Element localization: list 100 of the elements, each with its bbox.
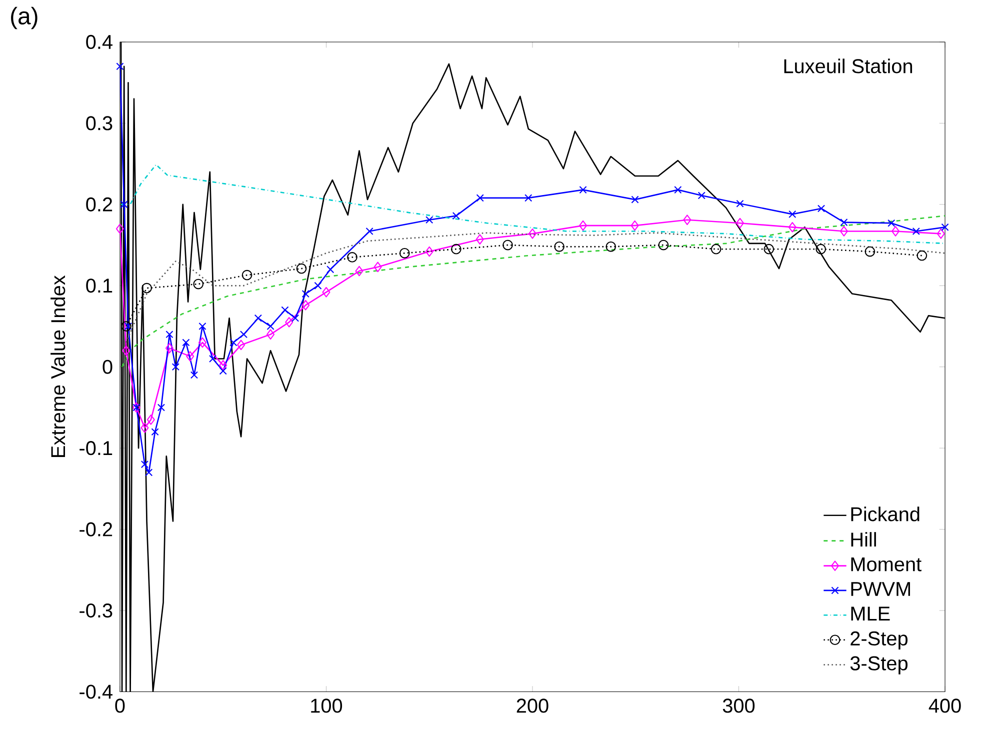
point	[888, 219, 896, 228]
text: (a)	[11, 7, 38, 30]
point	[314, 282, 322, 290]
point	[355, 266, 364, 276]
y-tick-label: 0.3	[86, 116, 112, 130]
point	[374, 262, 382, 272]
point	[122, 346, 130, 356]
point	[630, 220, 639, 231]
point	[166, 330, 174, 338]
point	[142, 283, 152, 294]
point	[302, 290, 310, 298]
point	[157, 404, 166, 412]
point	[606, 242, 616, 252]
y-tick-label: 0.4	[86, 35, 112, 50]
point	[674, 186, 682, 194]
point	[186, 351, 194, 362]
point	[788, 222, 796, 232]
legend-label: 2-Step	[850, 632, 908, 650]
point	[554, 242, 564, 252]
point	[912, 228, 920, 236]
point	[528, 228, 537, 239]
point	[736, 200, 744, 208]
point	[631, 196, 639, 204]
point	[426, 216, 434, 224]
point	[165, 343, 174, 354]
point	[476, 194, 484, 202]
point	[916, 250, 928, 261]
point	[124, 322, 132, 330]
x-tick-label: 400	[928, 698, 961, 713]
y-tick-label: 0	[102, 360, 112, 374]
point	[322, 287, 330, 298]
y-tick-label: -0.1	[80, 441, 112, 456]
point	[658, 240, 669, 250]
text: Luxeuil Station	[784, 58, 912, 74]
point	[892, 226, 900, 237]
point	[219, 367, 227, 375]
legend-label: PWVM	[851, 582, 910, 596]
point	[198, 337, 206, 348]
point	[840, 218, 848, 226]
legend-label: Moment	[851, 558, 922, 572]
point	[476, 234, 484, 245]
point	[198, 322, 206, 330]
y-axis-title: Extreme Value Index	[50, 276, 66, 458]
point	[146, 414, 155, 425]
point	[120, 321, 132, 332]
point	[736, 218, 744, 228]
point	[230, 338, 238, 346]
point	[399, 248, 410, 258]
point	[579, 186, 587, 194]
point	[816, 244, 826, 254]
point	[452, 212, 460, 220]
point	[182, 338, 190, 346]
point	[524, 194, 532, 202]
point	[366, 228, 374, 236]
point	[190, 371, 198, 379]
point	[817, 204, 826, 212]
x-tick-label: 200	[516, 698, 548, 713]
point	[764, 244, 774, 254]
y-tick-label: -0.3	[80, 604, 112, 618]
point	[425, 246, 434, 257]
point	[579, 220, 588, 231]
point	[683, 214, 692, 226]
y-tick-label: -0.2	[80, 522, 112, 536]
point	[116, 62, 124, 70]
point	[936, 228, 945, 239]
point	[285, 317, 294, 328]
point	[291, 314, 300, 322]
point	[240, 330, 248, 338]
line-series	[120, 42, 946, 692]
point	[140, 422, 149, 434]
point	[296, 264, 307, 274]
point	[302, 300, 310, 310]
line-series	[121, 215, 946, 368]
legend-label: MLE	[851, 606, 890, 621]
point	[710, 244, 722, 254]
x-tick-label: 300	[722, 698, 755, 713]
point	[208, 355, 217, 363]
point	[347, 252, 358, 263]
point	[242, 270, 252, 280]
point	[151, 428, 159, 436]
point	[941, 223, 949, 232]
legend-label: Pickand	[851, 506, 920, 522]
y-tick-label: 0.1	[86, 278, 112, 293]
point	[502, 240, 513, 250]
point	[698, 192, 706, 200]
point	[788, 210, 796, 218]
point	[140, 460, 149, 468]
line-series	[120, 164, 946, 244]
point	[172, 363, 180, 371]
legend-label: 3-Step	[850, 656, 908, 674]
point	[266, 329, 275, 340]
point	[840, 226, 848, 237]
point	[281, 306, 289, 314]
point	[193, 278, 204, 290]
point	[116, 224, 124, 234]
point	[145, 468, 153, 476]
point	[450, 244, 462, 254]
point	[254, 314, 262, 322]
y-tick-label: 0.2	[86, 198, 112, 212]
point	[219, 360, 228, 371]
